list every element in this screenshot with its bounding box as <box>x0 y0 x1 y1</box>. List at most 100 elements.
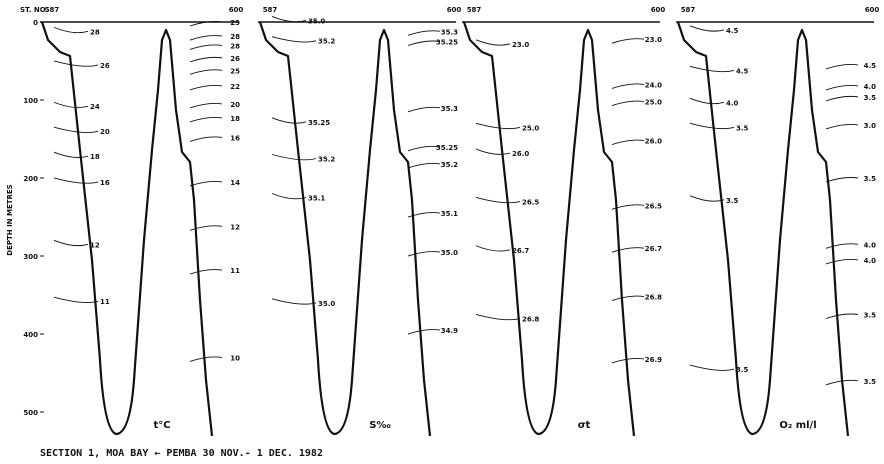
isoline-left <box>271 16 307 23</box>
isoline-right <box>825 258 859 265</box>
panel-title: σt <box>578 420 591 431</box>
isoline-label-left: 35.25 <box>308 119 330 127</box>
station-start-label: 587 <box>263 6 278 14</box>
isoline-label-left: 16 <box>100 179 110 187</box>
seabed-profile <box>40 21 214 437</box>
station-end-label: 600 <box>651 6 666 14</box>
isoline-right <box>189 35 223 41</box>
isoline-label-left: 3.5 <box>736 366 749 374</box>
isoline-right <box>825 124 859 130</box>
isoline-right <box>825 243 859 249</box>
isoline-right <box>407 30 441 36</box>
isoline-right <box>189 180 223 187</box>
isoline-right <box>407 145 441 152</box>
isoline-right <box>611 358 645 364</box>
isoline-label-left: 20 <box>100 128 110 136</box>
isoline-left <box>53 126 99 133</box>
isoline-label-right: 35.0 <box>441 249 458 257</box>
isoline-right <box>825 85 859 91</box>
isoline-label-left: 24 <box>90 103 100 111</box>
isoline-left <box>271 298 317 305</box>
isoline-label-right: 18 <box>230 115 240 123</box>
isoline-right <box>189 44 223 50</box>
isoline-label-right: 3.0 <box>864 122 877 130</box>
isoline-label-right: 22 <box>230 83 240 91</box>
isoline-label-right: 26.9 <box>645 356 662 364</box>
isoline-right <box>407 251 441 257</box>
isoline-label-left: 23.0 <box>512 41 529 49</box>
seabed-profile <box>676 21 850 437</box>
isoline-label-left: 35.0 <box>318 300 335 308</box>
isoline-label-right: 28 <box>230 33 240 41</box>
isoline-label-right: 3.5 <box>864 94 877 102</box>
isoline-label-right: 35.1 <box>441 210 458 218</box>
isoline-label-right: 24.0 <box>645 81 662 89</box>
isoline-right <box>611 295 645 301</box>
station-end-label: 600 <box>865 6 880 14</box>
panel-salinity: 587 600 35.0 35.2 35.25 35.2 35.1 35.0 35.3 35.25… <box>258 6 462 437</box>
isoline-label-left: 3.5 <box>726 197 739 205</box>
isoline-label-right: 35.25 <box>436 39 458 47</box>
isoline-left <box>475 245 511 252</box>
isoline-label-left: 18 <box>90 153 100 161</box>
isoline-left <box>689 195 725 202</box>
isoline-label-right: 3.5 <box>864 175 877 183</box>
isoline-left <box>271 193 307 200</box>
isoline-left <box>475 122 521 130</box>
isoline-right <box>189 102 223 109</box>
isoline-label-right: 4.0 <box>864 257 877 265</box>
isoline-right <box>189 69 223 75</box>
y-axis-label: DEPTH IN METRES <box>6 184 14 255</box>
isoline-right <box>407 212 441 218</box>
depth-tick-label: 100 <box>23 97 38 105</box>
isoline-label-right: 35.3 <box>441 105 458 113</box>
station-start-label: 587 <box>45 6 60 14</box>
isoline-label-left: 35.2 <box>318 156 335 164</box>
isoline-right <box>611 204 645 210</box>
isoline-label-right: 26.5 <box>645 202 662 210</box>
isoline-left <box>53 26 89 34</box>
isoline-left <box>53 60 99 67</box>
isoline-label-right: 35.3 <box>441 28 458 36</box>
depth-tick-label: 0 <box>33 19 38 27</box>
isoline-right <box>611 83 645 89</box>
isoline-label-right: 25.0 <box>645 99 662 107</box>
station-end-label: 600 <box>447 6 462 14</box>
isoline-right <box>407 106 441 113</box>
isoline-left <box>271 117 307 124</box>
isoline-left <box>475 196 521 204</box>
isoline-label-left: 26.0 <box>512 150 529 158</box>
depth-tick-label: 500 <box>23 409 38 417</box>
isoline-label-left: 12 <box>90 241 100 249</box>
isoline-label-left: 26.7 <box>512 247 529 255</box>
isoline-right <box>189 21 223 27</box>
isoline-right <box>611 139 645 145</box>
panel-title: O₂ ml/l <box>779 420 816 431</box>
isoline-label-right: 12 <box>230 223 240 231</box>
isoline-label-right: 23.0 <box>645 36 662 44</box>
isoline-label-right: 26.7 <box>645 245 662 253</box>
isoline-left <box>53 239 89 247</box>
figure-caption: SECTION 1, MOA BAY ← PEMBA 30 NOV.- 1 DE… <box>40 448 323 459</box>
isoline-label-right: 3.5 <box>864 378 877 386</box>
isoline-label-right: 4.0 <box>864 83 877 91</box>
isoline-label-right: 25 <box>230 67 240 75</box>
isoline-label-left: 35.0 <box>308 17 325 25</box>
isoline-right <box>825 63 859 70</box>
isoline-label-right: 35.25 <box>436 144 458 152</box>
isoline-label-right: 26 <box>230 55 240 63</box>
panel-sigma-t: 587 600 23.0 25.0 26.0 26.5 26.7 26.8 23.0 24.0 25… <box>462 6 666 437</box>
isoline-left <box>689 65 735 73</box>
isoline-label-right: 10 <box>230 354 240 362</box>
isoline-right <box>611 100 645 106</box>
depth-tick-label: 200 <box>23 175 38 183</box>
isoline-label-right: 26.8 <box>645 294 662 302</box>
isoline-label-left: 3.5 <box>736 124 749 132</box>
isoline-label-left: 26.8 <box>522 315 539 323</box>
isoline-right <box>189 356 223 362</box>
isoline-right <box>189 136 223 142</box>
isoline-right <box>825 313 859 319</box>
isoline-label-right: 4.0 <box>864 241 877 249</box>
isoline-left <box>53 151 89 158</box>
isoline-label-right: 11 <box>230 267 240 275</box>
